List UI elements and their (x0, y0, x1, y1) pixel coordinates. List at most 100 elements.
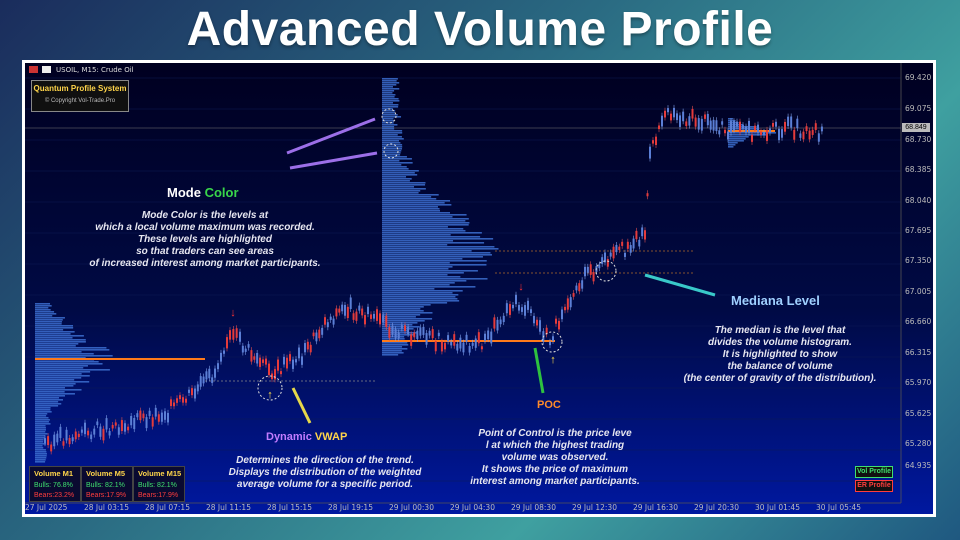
candle-body (96, 421, 99, 426)
candle-body (766, 129, 768, 141)
candle-body (283, 356, 285, 365)
candle-body (306, 341, 309, 350)
chart-type-icon[interactable] (42, 66, 51, 73)
candle-body (379, 313, 381, 325)
volume-profile-bar-center (382, 88, 400, 90)
sell-arrow-icon: ↓ (518, 281, 524, 293)
volume-profile-bar-left (35, 445, 43, 447)
candle-body (185, 398, 187, 403)
volume-profile-bar-center (382, 108, 393, 110)
volume-profile-bar-center (382, 298, 458, 300)
volume-profile-bar-center (382, 328, 414, 330)
volume-profile-bar-center (382, 190, 421, 192)
candle-body (114, 422, 117, 426)
candle-body (621, 241, 624, 246)
candle-body (465, 334, 468, 342)
candle-body (499, 319, 502, 325)
candle-body (312, 332, 315, 337)
poc-marker-circle (541, 331, 563, 353)
volume-profile-bar-center (382, 104, 399, 106)
volume-profile-bar-center (382, 322, 418, 324)
candle-body (709, 120, 712, 130)
volume-profile-bar-center (382, 168, 409, 170)
candle-body (68, 437, 71, 445)
candle-body (754, 125, 756, 131)
volume-profile-bar-left (35, 335, 84, 337)
candle-body (382, 315, 385, 323)
candle-body (87, 430, 90, 436)
volume-profile-bar-left (35, 353, 94, 355)
volume-profile-bar-center (382, 110, 396, 112)
volume-profile-bar-left (35, 451, 47, 453)
candle-body (748, 120, 750, 133)
volume-profile-bar-center (382, 138, 404, 140)
volume-profile-bar-center (382, 320, 425, 322)
er-profile-button[interactable]: ER Profile (855, 480, 893, 492)
mode-color-title: Mode Color (167, 185, 239, 200)
candle-body (468, 346, 471, 353)
candle-body (148, 410, 151, 416)
candle-body (670, 113, 672, 121)
candle-body (745, 126, 747, 133)
volume-profile-bar-center (382, 164, 402, 166)
volume-profile-bar-left (35, 409, 51, 411)
volume-profile-bar-center (382, 304, 431, 306)
candle-body (533, 315, 535, 324)
candle-body (77, 433, 80, 438)
volume-profile-bar-center (382, 92, 393, 94)
buy-arrow-icon: ↑ (550, 354, 556, 366)
volume-profile-bar-center (382, 128, 395, 130)
candle-body (612, 246, 615, 259)
candle-body (632, 238, 635, 249)
volume-profile-bar-center (382, 324, 413, 326)
volume-profile-bar-left (35, 423, 51, 425)
volume-profile-bar-left (35, 453, 47, 455)
mediana-text: The median is the level that divides the… (683, 325, 877, 384)
time-tick: 29 Jul 04:30 (450, 503, 495, 512)
candle-body (268, 363, 270, 376)
time-tick: 28 Jul 19:15 (328, 503, 373, 512)
candle-body (239, 331, 241, 342)
volume-profile-bar-center (382, 130, 403, 132)
logo-copyright: © Copyright Vol-Trade.Pro (44, 98, 116, 104)
candle-body (471, 342, 474, 346)
sell-arrow-icon: ↓ (230, 307, 236, 319)
volume-profile-bar-left (35, 349, 110, 351)
time-tick: 28 Jul 15:15 (267, 503, 312, 512)
price-tick: 66.315 (905, 348, 932, 357)
candle-body (428, 330, 431, 336)
volume-profile-bar-center (382, 150, 402, 152)
candle-body (326, 322, 329, 328)
logo: Quantum Profile System © Copyright Vol-T… (31, 80, 129, 112)
candle-body (490, 331, 493, 344)
candle-body (790, 116, 793, 128)
candle-body (108, 431, 111, 436)
volume-profile-bar-left (35, 325, 74, 327)
candle-body (775, 121, 777, 127)
candle-body (130, 415, 133, 426)
volume-profile-bar-center (382, 238, 494, 240)
time-tick: 30 Jul 01:45 (755, 503, 800, 512)
volume-profile-bar-left (35, 391, 65, 393)
volume-profile-bar-left (35, 365, 88, 367)
volume-profile-bar-center (382, 344, 409, 346)
candle-body (487, 330, 490, 340)
candle-body (413, 332, 416, 338)
volume-profile-bar-center (382, 350, 402, 352)
candle-body (44, 438, 46, 444)
candle-body (784, 121, 786, 132)
mode-pointer-arrow (289, 151, 378, 170)
mode-marker-circle (383, 143, 399, 159)
candle-body (309, 344, 312, 353)
volume-profile-bar-center (382, 140, 400, 142)
candle-body (444, 342, 446, 350)
volume-profile-bar-left (35, 415, 47, 417)
volume-profile-bar-center (382, 338, 405, 340)
candle-body (154, 407, 157, 417)
candle-body (229, 330, 231, 340)
candle-body (329, 316, 332, 320)
trading-chart[interactable]: ↓ ↑ ↓ ↑ USOIL, M15: Crude Oil Quantum Profi… (25, 63, 933, 514)
vol-profile-button[interactable]: Vol Profile (855, 466, 893, 478)
volume-profile-bar-center (382, 196, 432, 198)
price-tick: 69.420 (905, 73, 932, 82)
